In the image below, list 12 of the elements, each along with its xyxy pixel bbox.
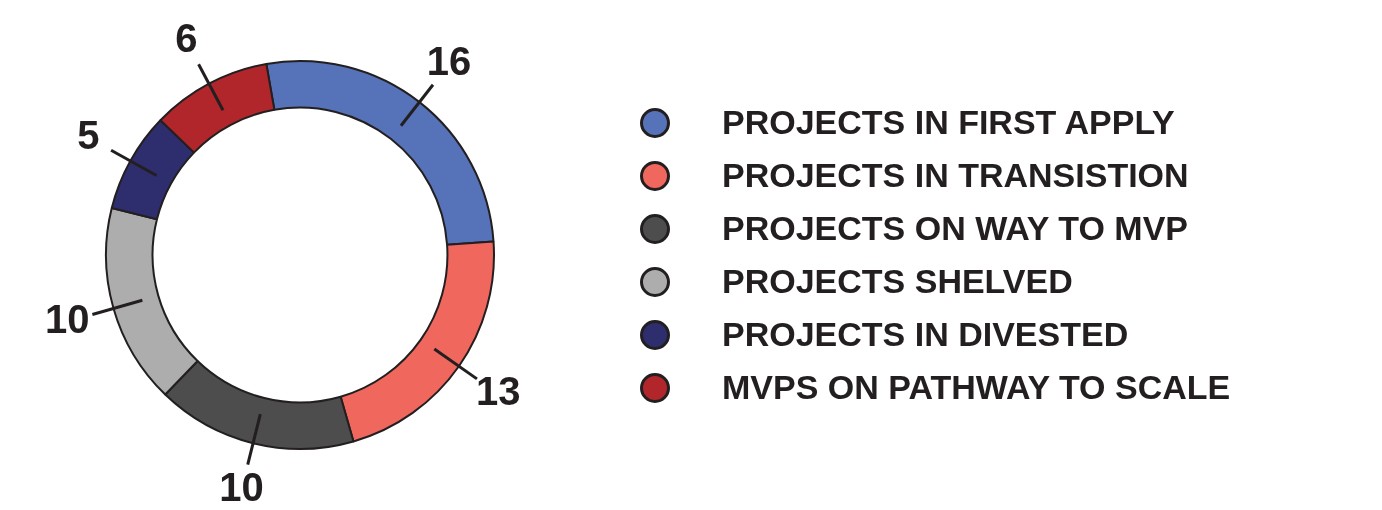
legend-label: PROJECTS IN FIRST APPLY	[722, 103, 1175, 142]
data-label: 13	[475, 368, 521, 413]
legend-label: MVPS ON PATHWAY TO SCALE	[722, 368, 1231, 407]
legend-label: PROJECTS SHELVED	[722, 262, 1073, 301]
data-label: 6	[175, 16, 198, 61]
data-label: 16	[426, 39, 472, 84]
legend-label: PROJECTS IN TRANSISTION	[722, 156, 1189, 195]
data-label: 5	[77, 112, 100, 157]
data-label: 10	[45, 296, 90, 341]
legend-label: PROJECTS IN DIVESTED	[722, 315, 1129, 354]
legend-label: PROJECTS ON WAY TO MVP	[722, 209, 1189, 248]
data-label: 10	[219, 464, 264, 509]
